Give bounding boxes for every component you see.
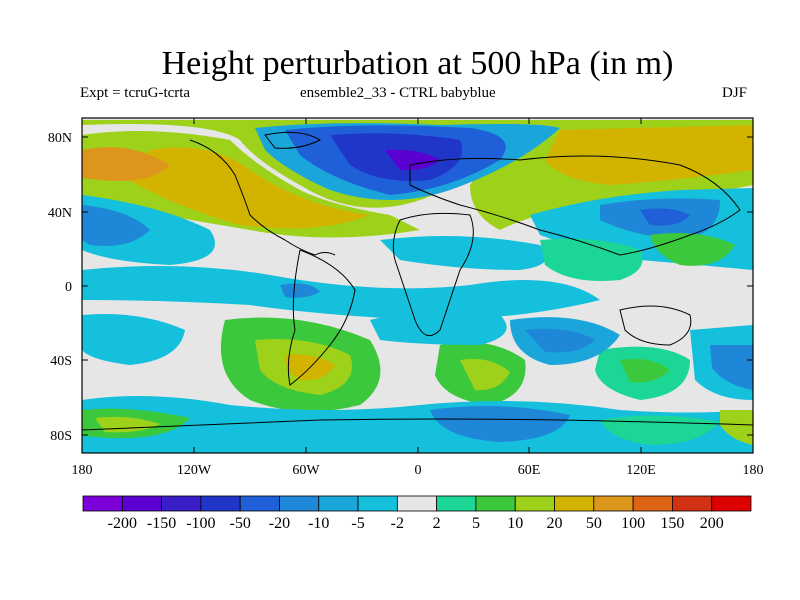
colorbar-label: 5 <box>472 515 480 532</box>
x-tick-label-60w: 60W <box>292 463 320 478</box>
colorbar-box <box>632 495 673 512</box>
x-ticks <box>81 118 754 453</box>
field-negative-sh-b-core <box>525 328 595 353</box>
colorbar: -200 -150 -100 -50 -20 -10 -5 -2 2 5 10 20 50 100 150 2… <box>82 495 752 532</box>
colorbar-label: 2 <box>433 515 441 532</box>
colorbar-label: -5 <box>351 515 364 532</box>
colorbar-label: 150 <box>660 515 684 532</box>
coastline-australia <box>619 305 692 346</box>
colorbar-box <box>279 495 320 512</box>
colorbar-box <box>200 495 241 512</box>
coastline-africa <box>392 212 474 337</box>
colorbar-label: 20 <box>547 515 563 532</box>
season-label: DJF <box>722 85 748 101</box>
x-tick-label-120w: 120W <box>177 463 212 478</box>
y-tick-label-40n: 40N <box>48 206 72 221</box>
experiment-label: Expt = tcruG-tcrta <box>80 85 191 101</box>
colorbar-box <box>593 495 634 512</box>
colorbar-box <box>318 495 359 512</box>
coastline-antarctica <box>82 418 753 431</box>
x-tick-label-180w: 180 <box>72 463 93 478</box>
colorbar-label: -100 <box>186 515 215 532</box>
colorbar-box <box>475 495 516 512</box>
coastline-north-america <box>189 139 336 256</box>
colorbar-label: -50 <box>230 515 251 532</box>
coastline-south-america <box>287 249 356 386</box>
y-tick-label-80n: 80N <box>48 131 72 146</box>
x-tick-label-180e: 180 <box>743 463 764 478</box>
colorbar-label: -10 <box>308 515 329 532</box>
coastlines <box>82 131 753 431</box>
coastline-eurasia <box>409 155 741 256</box>
field-contours <box>82 118 753 453</box>
field-positive-america-core <box>120 147 370 229</box>
x-tick-label-0: 0 <box>415 463 422 478</box>
colorbar-box <box>396 495 438 512</box>
field-negative-npacific-core <box>640 208 690 226</box>
colorbar-box <box>514 495 555 512</box>
field-negative-antarctic-core <box>430 406 570 442</box>
colorbar-label: 200 <box>700 515 724 532</box>
y-tick-label-40s: 40S <box>50 354 72 369</box>
colorbar-box <box>436 495 477 512</box>
field-positive-pacific-core <box>82 147 170 181</box>
field-negative-arctic-min <box>385 149 440 171</box>
field-negative-sh-west <box>82 314 185 365</box>
colorbar-label: -200 <box>108 515 137 532</box>
colorbar-label: 100 <box>621 515 645 532</box>
colorbar-label: -150 <box>147 515 176 532</box>
colorbar-box <box>357 495 398 512</box>
field-negative-antarctic <box>82 396 753 453</box>
field-negative-tropics-core <box>280 283 320 298</box>
colorbar-box <box>161 495 202 512</box>
field-negative-sh-a <box>370 311 507 345</box>
colorbar-box <box>239 495 280 512</box>
colorbar-box <box>711 495 752 512</box>
field-positive-eurasia-core <box>545 125 753 185</box>
colorbar-box <box>554 495 595 512</box>
field-negative-sh-east-core <box>710 345 753 390</box>
ensemble-label: ensemble2_33 - CTRL babyblue <box>300 85 496 101</box>
field-positive-indian <box>540 238 643 281</box>
field-positive-antarctic-edge <box>720 410 753 445</box>
colorbar-label: -20 <box>269 515 290 532</box>
field-negative-pacific-b <box>82 205 150 246</box>
field-positive-sh-indian-core <box>460 358 510 391</box>
colorbar-label: 10 <box>507 515 523 532</box>
colorbar-box <box>121 495 162 512</box>
chart-title: Height perturbation at 500 hPa (in m) <box>161 45 674 82</box>
y-tick-label-80s: 80S <box>50 429 72 444</box>
field-positive-sh-australia-core <box>620 358 670 383</box>
colorbar-box <box>82 495 123 512</box>
colorbar-box <box>672 495 713 512</box>
x-tick-label-120e: 120E <box>626 463 656 478</box>
colorbar-label: 50 <box>586 515 602 532</box>
field-negative-africa <box>380 236 547 270</box>
y-tick-label-0: 0 <box>65 280 72 295</box>
colorbar-label: -2 <box>391 515 404 532</box>
field-negative-tropics <box>82 266 600 320</box>
coastline-greenland <box>264 131 322 149</box>
y-ticks <box>82 136 753 436</box>
x-tick-label-60e: 60E <box>518 463 541 478</box>
